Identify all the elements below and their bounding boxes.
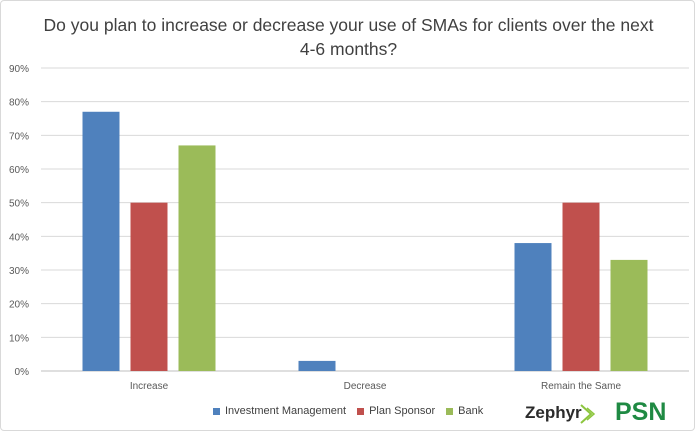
- x-tick-label: Increase: [130, 381, 169, 392]
- y-tick-label: 0%: [15, 367, 30, 378]
- bar: [82, 111, 120, 372]
- bar: [610, 259, 648, 371]
- bar: [562, 202, 600, 371]
- x-tick-label: Decrease: [344, 381, 387, 392]
- legend-swatch: [213, 407, 220, 415]
- y-tick-label: 40%: [9, 232, 29, 243]
- zephyr-chevron-icon: [580, 404, 596, 424]
- y-tick-label: 90%: [9, 64, 29, 75]
- y-tick-label: 20%: [9, 300, 29, 311]
- y-tick-label: 10%: [9, 333, 29, 344]
- chart-title: Do you plan to increase or decrease your…: [43, 15, 654, 59]
- y-tick-label: 60%: [9, 165, 29, 176]
- legend-swatch: [357, 407, 365, 415]
- bar: [298, 360, 336, 371]
- bar: [514, 243, 552, 371]
- y-tick-label: 30%: [9, 266, 29, 277]
- legend-item: Plan Sponsor: [357, 405, 435, 417]
- y-tick-label: 80%: [9, 98, 29, 109]
- legend-label: Investment Management: [225, 405, 347, 417]
- x-tick-label: Remain the Same: [541, 381, 621, 392]
- legend-label: Plan Sponsor: [369, 405, 436, 417]
- chart-legend: Investment Management Plan Sponsor Bank: [213, 405, 494, 417]
- psn-logo: PSN: [615, 398, 667, 426]
- bar: [178, 145, 216, 371]
- zephyr-logo: Zephyr: [525, 403, 582, 422]
- legend-swatch: [446, 407, 454, 415]
- bar: [130, 202, 168, 371]
- y-tick-label: 50%: [9, 199, 29, 210]
- legend-label: Bank: [458, 405, 484, 417]
- legend-item: Bank: [446, 405, 483, 417]
- legend-item: Investment Management: [213, 405, 346, 417]
- y-tick-label: 70%: [9, 131, 29, 142]
